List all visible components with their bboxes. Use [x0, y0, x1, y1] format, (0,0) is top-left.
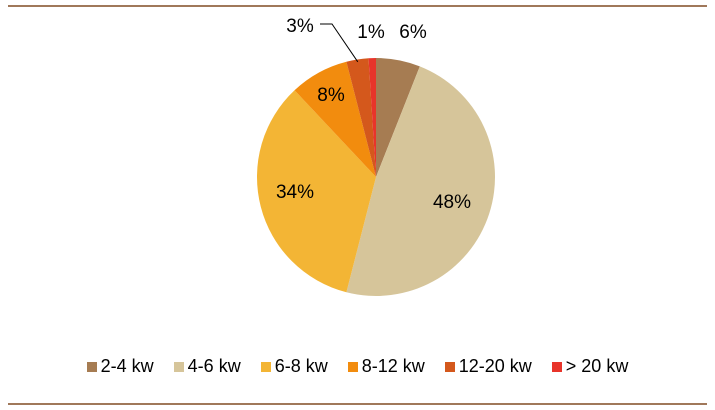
legend-swatch [444, 361, 455, 372]
data-label: 48% [433, 192, 471, 213]
data-label: 8% [317, 85, 345, 106]
legend-item-2-4kw: 2-4 kw [86, 356, 154, 377]
pie-slice-8-12-kw [294, 61, 376, 178]
legend-label: 2-4 kw [100, 356, 154, 376]
legend-swatch [173, 361, 184, 372]
data-label: 3% [286, 16, 314, 37]
legend-label: 4-6 kw [187, 356, 241, 376]
pie-slice-20-kw [368, 58, 376, 177]
top-rule [8, 5, 707, 7]
legend-item-12-20kw: 12-20 kw [444, 356, 532, 377]
leader-line [320, 23, 359, 63]
pie-slice-4-6-kw [346, 66, 496, 296]
legend-item-6-8kw: 6-8 kw [260, 356, 328, 377]
pie-slice-6-8-kw [257, 90, 376, 293]
data-label: 1% [357, 22, 385, 43]
legend-swatch [86, 361, 97, 372]
legend-label: 12-20 kw [458, 356, 532, 376]
pie-slice-12-20-kw [346, 58, 376, 177]
legend-swatch [551, 361, 562, 372]
data-label: 6% [399, 22, 427, 43]
data-label: 34% [276, 182, 314, 203]
pie-chart: 6% 48% 34% 8% 3% 1% [257, 16, 496, 296]
legend-item-4-6kw: 4-6 kw [173, 356, 241, 377]
legend-item-gt20kw: > 20 kw [551, 356, 629, 377]
bottom-rule [8, 403, 707, 405]
legend-swatch [260, 361, 271, 372]
legend-item-8-12kw: 8-12 kw [347, 356, 425, 377]
legend: 2-4 kw 4-6 kw 6-8 kw 8-12 kw 12-20 kw > … [0, 356, 715, 377]
legend-label: > 20 kw [565, 356, 629, 376]
legend-label: 8-12 kw [361, 356, 425, 376]
pie-slice-2-4-kw [376, 58, 420, 177]
legend-label: 6-8 kw [274, 356, 328, 376]
legend-swatch [347, 361, 358, 372]
